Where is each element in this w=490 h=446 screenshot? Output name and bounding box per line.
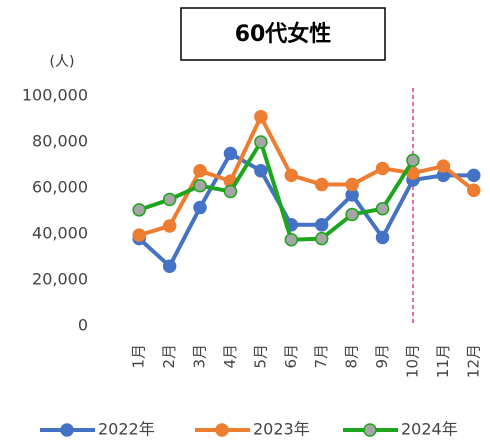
x-tick-label: 10月 [403, 344, 421, 378]
title-box [180, 7, 386, 61]
legend-marker [60, 423, 74, 437]
chart-title: 60代女性 [235, 21, 332, 47]
point [436, 159, 451, 173]
y-tick-label: 0 [78, 316, 88, 335]
legend-marker [363, 423, 377, 437]
point [375, 161, 390, 176]
point [406, 153, 420, 168]
y-tick-label: 80,000 [32, 132, 88, 151]
point [375, 201, 390, 216]
point [193, 164, 207, 178]
series-line [138, 114, 476, 238]
point [132, 203, 146, 217]
x-tick-label: 11月 [434, 344, 452, 378]
legend-marker [215, 423, 229, 437]
y-unit-label: (人) [50, 54, 75, 70]
y-tick-label: 60,000 [32, 178, 88, 197]
legend-label: 2022年 [98, 420, 155, 439]
point [314, 231, 329, 246]
point [467, 168, 481, 183]
point [314, 218, 329, 232]
x-tick-label: 3月 [191, 344, 209, 369]
legend-label: 2024年 [401, 420, 458, 439]
point [162, 219, 177, 233]
point [345, 207, 359, 222]
x-tick-label: 2月 [160, 344, 178, 369]
point [467, 183, 481, 198]
y-tick-label: 40,000 [32, 224, 88, 243]
point [223, 184, 238, 199]
point [345, 177, 359, 192]
x-tick-label: 12月 [464, 344, 482, 378]
point [254, 164, 268, 178]
x-tick-label: 4月 [221, 344, 239, 369]
x-tick-label: 6月 [282, 344, 300, 369]
point [254, 135, 268, 149]
x-tick-label: 1月 [130, 344, 148, 369]
x-tick-label: 9月 [373, 344, 391, 369]
point [284, 233, 299, 247]
point [193, 178, 207, 193]
y-tick-label: 100,000 [22, 86, 88, 105]
point [162, 259, 177, 273]
legend-label: 2023年 [253, 420, 310, 439]
x-tick-label: 5月 [251, 344, 269, 369]
point [223, 146, 238, 161]
point [162, 192, 177, 207]
point [193, 200, 207, 215]
point [132, 228, 146, 242]
x-tick-label: 7月 [312, 344, 330, 369]
point [314, 177, 329, 192]
point [284, 168, 299, 183]
series-line [138, 140, 415, 242]
y-tick-label: 20,000 [32, 270, 88, 289]
point [254, 109, 268, 124]
point [375, 230, 390, 245]
x-tick-label: 8月 [343, 344, 361, 369]
